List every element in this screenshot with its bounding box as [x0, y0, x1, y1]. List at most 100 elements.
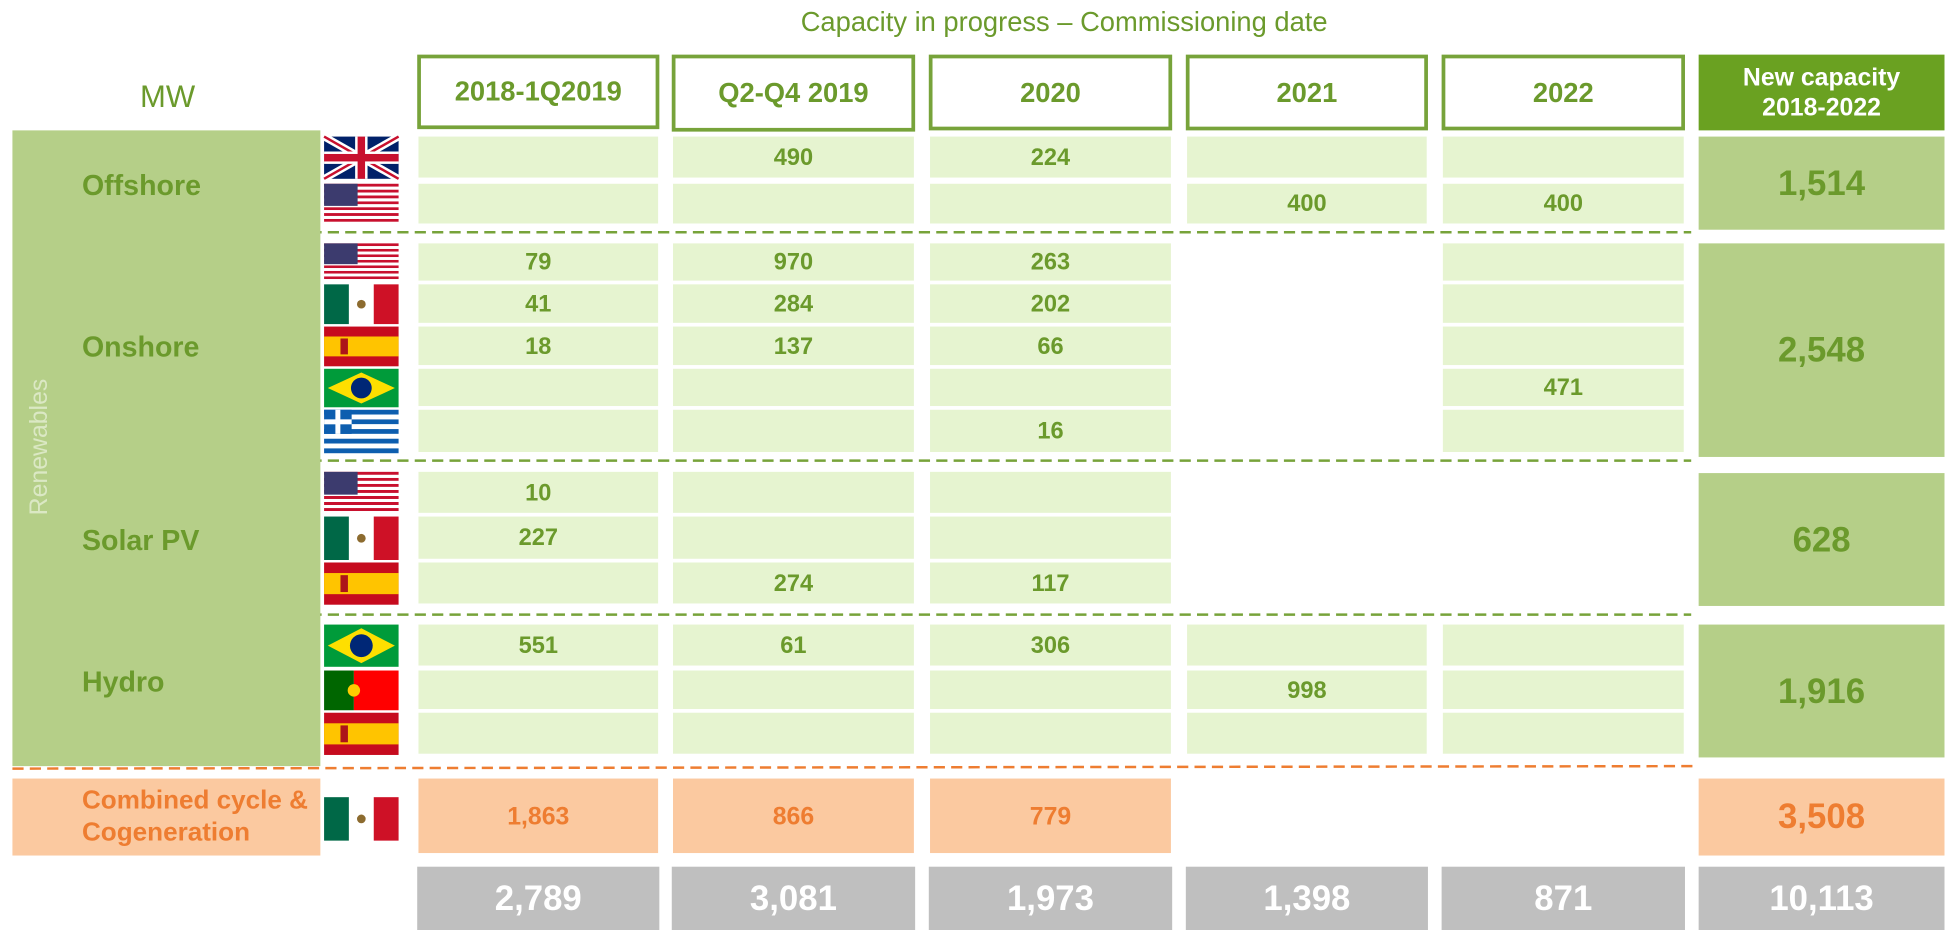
divider [12, 764, 1697, 770]
cell-value: 41 [525, 291, 552, 318]
cell-value: 263 [1030, 249, 1071, 276]
stripe [324, 443, 399, 449]
emblem [340, 725, 348, 743]
stripe [324, 186, 399, 190]
cell-bg [418, 471, 659, 513]
title: Capacity in progress – Commissioning dat… [800, 6, 1328, 38]
group-label: Offshore [81, 168, 201, 202]
band [373, 284, 399, 325]
cell-bg [418, 326, 659, 366]
canton [324, 183, 358, 206]
cell-bg [1442, 712, 1684, 754]
stripe [324, 251, 399, 255]
stripe [324, 433, 399, 439]
cell-value: 866 [772, 802, 815, 831]
cell-bg [418, 516, 659, 559]
stripe [324, 498, 399, 503]
cell-bg [930, 516, 1171, 559]
stripe [324, 477, 399, 481]
cell-bg [930, 183, 1171, 224]
cell-bg [1442, 183, 1684, 224]
cell-value: 490 [773, 144, 814, 171]
flag [324, 183, 399, 225]
stripe [324, 243, 399, 247]
cell-bg [673, 516, 914, 559]
flag [324, 243, 399, 282]
cell-bg [1187, 136, 1427, 178]
cell-value: 10 [525, 479, 552, 506]
emblem [340, 338, 348, 355]
cell-bg [418, 409, 659, 452]
cross [324, 153, 399, 162]
canton [324, 471, 358, 495]
cell-bg [673, 409, 914, 452]
column-header: 2021 [1185, 54, 1428, 131]
cell-bg [1442, 409, 1684, 452]
globe [350, 377, 372, 399]
cell-bg [418, 136, 659, 178]
flag [324, 624, 399, 667]
group-total: 1,514 [1698, 136, 1945, 230]
stripe [324, 195, 399, 199]
cell-value: 202 [1030, 291, 1071, 318]
cell-bg [1187, 712, 1427, 754]
stripe [324, 221, 399, 225]
stripe [324, 276, 399, 280]
flag [322, 133, 401, 183]
stripe [324, 265, 399, 269]
cell-value: 970 [773, 249, 814, 276]
stripe [324, 495, 399, 499]
stripe [324, 189, 399, 193]
stripe [324, 273, 399, 277]
emblem [356, 299, 366, 309]
stripe [324, 279, 399, 282]
stripe [324, 502, 399, 506]
flag [324, 516, 399, 561]
cell-value: 18 [525, 333, 552, 360]
band [324, 723, 399, 745]
thermal-band [12, 778, 321, 856]
grand-total: 10,113 [1698, 866, 1945, 930]
flag [324, 284, 399, 325]
cell-bg [1187, 183, 1427, 224]
stripe [324, 198, 399, 202]
cell-value: 400 [1543, 191, 1583, 218]
stripe [324, 262, 399, 266]
stripe [324, 213, 399, 216]
column-header: Q2-Q4 2019 [671, 54, 916, 132]
stripe [324, 268, 399, 271]
cell-bg [418, 778, 659, 854]
stripe [324, 270, 399, 274]
stripe [324, 474, 399, 478]
stripe [324, 192, 399, 196]
band [373, 516, 399, 561]
stripe [324, 508, 399, 512]
cell-bg [1442, 243, 1684, 281]
flag [324, 562, 399, 605]
flag [324, 797, 399, 841]
band [324, 516, 349, 561]
cell-bg [673, 243, 914, 281]
stripe [324, 438, 399, 444]
cell-bg [673, 562, 914, 604]
cell-bg [1442, 368, 1684, 407]
canton [324, 243, 358, 265]
cell-bg [930, 471, 1171, 513]
stripe [324, 511, 399, 515]
stripe [324, 505, 399, 509]
cell-bg [418, 284, 659, 323]
emblem [356, 533, 366, 543]
cell-bg [673, 326, 914, 366]
cell-value: 137 [773, 333, 814, 360]
cell-value: 551 [518, 632, 558, 659]
cell-bg [1442, 326, 1684, 366]
cell-value: 471 [1543, 374, 1583, 402]
cell-bg [673, 712, 914, 754]
cell-bg [673, 624, 914, 666]
column-header: 2022 [1441, 54, 1685, 131]
stripe [324, 210, 399, 214]
stripe [324, 218, 399, 222]
stripe [324, 248, 399, 252]
